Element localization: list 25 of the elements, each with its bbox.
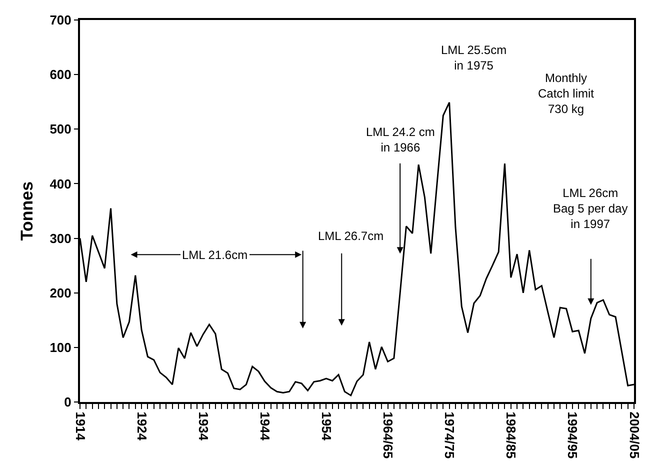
x-tick-label: 1934 — [196, 412, 211, 442]
x-tick-label: 1914 — [72, 412, 88, 442]
y-tick-label: 600 — [50, 67, 72, 82]
x-tick-label: 2004/05 — [626, 412, 642, 459]
annotation: LML 26.7cm — [318, 229, 384, 243]
y-tick-label: 100 — [50, 340, 72, 355]
y-axis-title: Tonnes — [18, 181, 37, 241]
annotation: Monthly Catch limit 730 kg — [538, 71, 595, 116]
y-tick-label: 500 — [50, 122, 72, 137]
y-tick-label: 0 — [64, 394, 72, 410]
x-tick-label: 1994/95 — [565, 412, 580, 459]
annotation: LML 25.5cm in 1975 — [441, 43, 507, 73]
annotation: LML 24.2 cm in 1966 — [366, 125, 435, 155]
x-tick-label: 1974/75 — [442, 412, 458, 459]
x-tick-label: 1924 — [134, 412, 150, 442]
x-tick-label: 1954 — [318, 412, 334, 442]
annotation: LML 21.6cm — [182, 248, 248, 262]
y-tick-label: 400 — [50, 176, 72, 192]
x-tick-label: 1984/85 — [504, 412, 519, 459]
x-tick-label: 1944 — [257, 412, 272, 442]
y-tick-label: 200 — [50, 285, 72, 300]
annotation: LML 26cm Bag 5 per day in 1997 — [553, 186, 628, 232]
y-tick-label: 700 — [50, 12, 72, 28]
x-tick-label: 1964/65 — [380, 412, 396, 459]
y-tick-label: 300 — [50, 230, 72, 246]
